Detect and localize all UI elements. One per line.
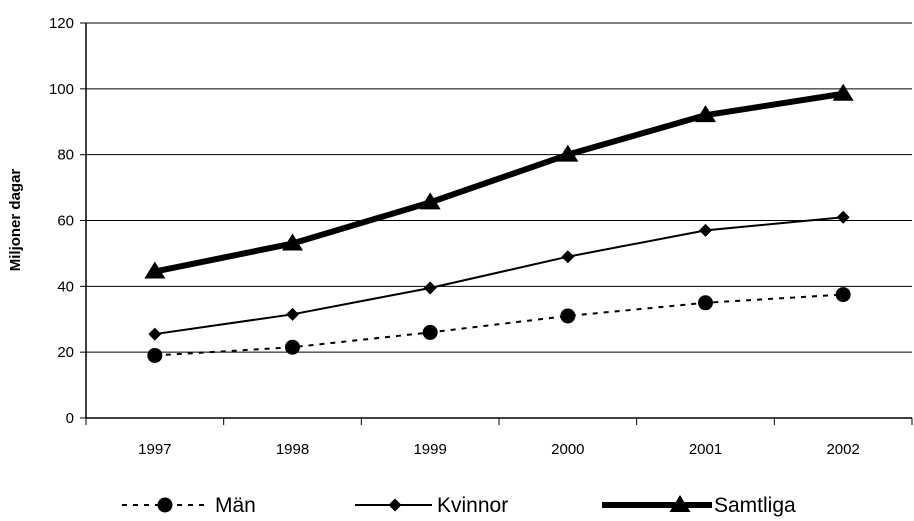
y-tick-label: 0 [66, 410, 74, 427]
y-tick-label: 60 [57, 213, 74, 230]
data-point [147, 347, 163, 363]
data-point [835, 287, 851, 303]
series-line [154, 216, 844, 336]
data-point [560, 308, 576, 324]
data-point [419, 192, 441, 210]
data-point [695, 105, 716, 123]
data-point [286, 307, 299, 321]
y-tick-label: 20 [57, 344, 74, 361]
series-line [154, 90, 844, 275]
y-tick-label: 40 [57, 278, 74, 295]
x-tick-label: 2002 [826, 441, 859, 458]
series-samtliga [144, 83, 854, 279]
data-point [836, 210, 850, 224]
data-point [282, 233, 303, 251]
y-tick-label: 120 [49, 15, 74, 32]
legend: Män Kvinnor Samtliga [122, 494, 796, 517]
y-tick-labels: 0 20 40 60 80 100 120 [49, 15, 86, 427]
data-point [148, 327, 162, 341]
data-point [423, 281, 437, 295]
data-point [698, 295, 713, 311]
legend-item-samtliga: Samtliga [602, 494, 796, 517]
legend-item-kvinnor: Kvinnor [355, 494, 508, 517]
series-kvinnor [148, 210, 850, 341]
data-point [285, 339, 300, 355]
series-män [147, 287, 851, 363]
y-tick-label: 100 [49, 81, 74, 98]
x-tick-label: 2000 [551, 441, 584, 458]
data-point [557, 144, 579, 162]
data-point [561, 250, 575, 264]
gridlines [86, 22, 912, 353]
x-tick-labels: 1997 1998 1999 2000 2001 2002 [85, 418, 913, 458]
legend-label: Män [215, 494, 256, 517]
data-series [144, 83, 854, 363]
y-axis-label: Miljoner dagar [7, 169, 24, 272]
legend-label: Kvinnor [437, 494, 508, 517]
legend-label: Samtliga [714, 494, 796, 517]
data-point [699, 223, 712, 237]
series-line [154, 293, 844, 357]
data-point [422, 324, 438, 340]
y-tick-label: 80 [57, 147, 74, 164]
x-tick-label: 1997 [138, 441, 171, 458]
x-tick-label: 1998 [276, 441, 309, 458]
data-point [144, 261, 166, 279]
x-tick-label: 1999 [413, 441, 446, 458]
data-point [832, 83, 854, 101]
legend-item-män: Män [122, 494, 256, 517]
legend-marker [157, 497, 173, 513]
legend-marker [669, 495, 691, 512]
x-tick-label: 2001 [689, 441, 722, 458]
legend-marker [388, 498, 402, 512]
